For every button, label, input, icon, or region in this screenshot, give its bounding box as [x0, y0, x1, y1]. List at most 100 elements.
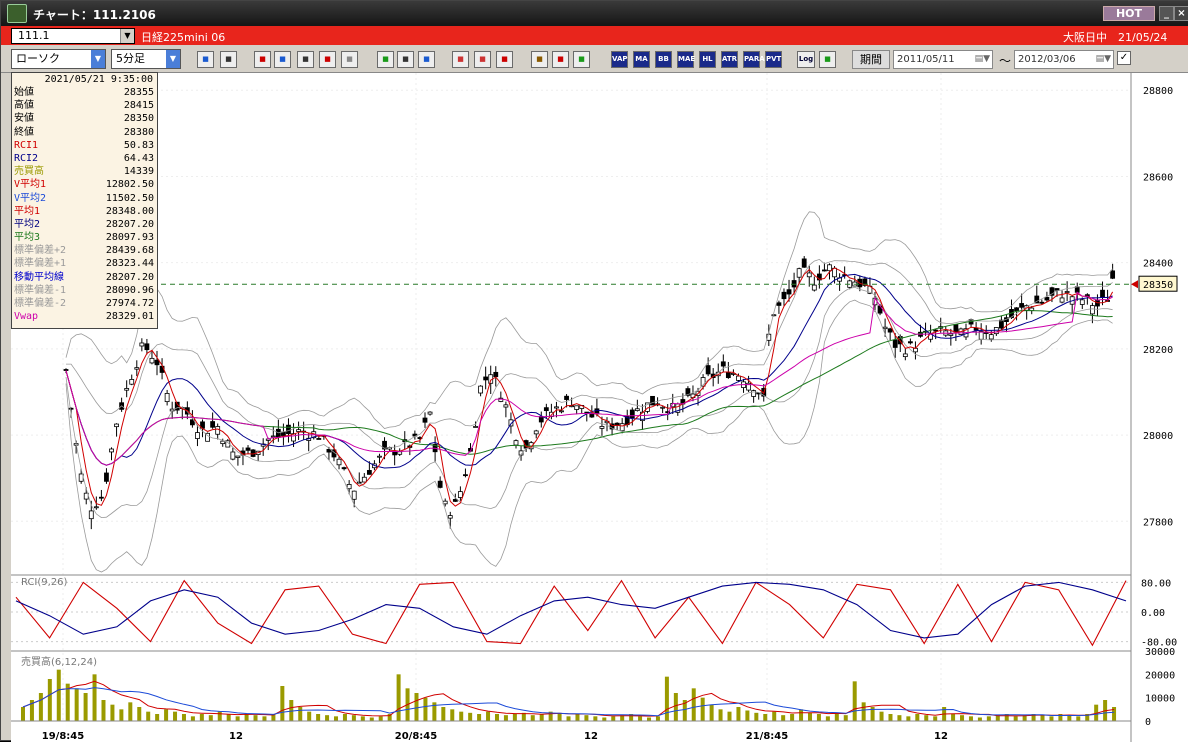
candle-body: [346, 484, 352, 490]
indicator-para-button[interactable]: PARA: [743, 51, 765, 68]
candle-body: [629, 409, 635, 419]
volume-bar: [915, 714, 920, 721]
interval-select[interactable]: 5分足 ▼: [111, 49, 181, 69]
volume-bar: [888, 714, 893, 721]
cursor-icon[interactable]: ■: [397, 51, 414, 68]
apply-checkbox[interactable]: ✓: [1117, 51, 1131, 65]
alert-icon[interactable]: ■: [341, 51, 358, 68]
layout-icon[interactable]: ■: [220, 51, 237, 68]
volume-bar: [700, 697, 705, 721]
search-icon[interactable]: ■: [197, 51, 214, 68]
zoom-icon[interactable]: ■: [274, 51, 291, 68]
settings-icon[interactable]: ■: [531, 51, 548, 68]
title-bar[interactable]: チャート：111.2106 HOT _ ×: [1, 1, 1188, 26]
candle-body: [164, 393, 170, 403]
volume-bar: [235, 716, 240, 721]
pencil-icon[interactable]: ■: [377, 51, 394, 68]
volume-bar: [834, 714, 839, 721]
candle-body: [114, 423, 119, 428]
candle-body: [1090, 305, 1095, 315]
info-value: 28380: [123, 126, 154, 138]
chart-canvas[interactable]: 28800 28600 28400 28200 28000 27800 28350 80.00…: [11, 73, 1188, 742]
all-icon[interactable]: ■: [496, 51, 513, 68]
close-button[interactable]: ×: [1174, 6, 1188, 21]
candle-body: [705, 365, 711, 375]
info-value: 28350: [123, 113, 154, 125]
box2-icon[interactable]: ■: [474, 51, 491, 68]
volume-bar: [190, 716, 195, 721]
volume-bar: [1040, 715, 1045, 721]
info-value: 50.83: [123, 139, 154, 151]
indicator-bb-button[interactable]: BB: [655, 51, 672, 68]
info-label: 標準偏差-1: [14, 284, 67, 296]
volume-bar: [763, 714, 768, 721]
y-tick-label: 0.00: [1141, 608, 1165, 619]
indicator-vap-button[interactable]: VAP: [611, 51, 628, 68]
candle-body: [776, 302, 782, 306]
candle-body: [422, 417, 428, 423]
indicator-ma-button[interactable]: MA: [633, 51, 650, 68]
volume-bar: [620, 715, 625, 721]
info-label: RCI2: [14, 152, 39, 164]
log-scale-button[interactable]: Log: [797, 51, 815, 68]
x-tick-label: 19/8:45: [42, 731, 84, 742]
date-to-field[interactable]: 2012/03/06 ▤▼: [1014, 50, 1114, 69]
candle-body: [609, 423, 615, 430]
volume-bar: [146, 711, 151, 721]
volume-bar: [933, 716, 938, 721]
candle-body: [665, 411, 671, 414]
volume-pane-label: 売買高(6,12,24): [21, 657, 97, 668]
symbol-input[interactable]: 111.1 ▼: [11, 28, 135, 44]
chart-area[interactable]: 28800 28600 28400 28200 28000 27800 28350 80.00…: [11, 73, 1188, 742]
indicator-atr-button[interactable]: ATR: [721, 51, 738, 68]
y-tick-label: 27800: [1143, 517, 1173, 528]
candle-icon[interactable]: ■: [319, 51, 336, 68]
arrow-icon[interactable]: ■: [418, 51, 435, 68]
candle-body: [437, 480, 443, 488]
volume-bar: [441, 707, 446, 721]
calendar-icon[interactable]: ▤▼: [974, 54, 990, 64]
chevron-down-icon[interactable]: ▼: [91, 50, 105, 68]
chevron-down-icon[interactable]: ▼: [166, 50, 180, 68]
calendar-icon[interactable]: ▤▼: [1095, 54, 1111, 64]
volume-bar: [861, 702, 866, 721]
indicator-pvt-button[interactable]: PVT: [765, 51, 782, 68]
volume-bar: [593, 716, 598, 721]
date-from-field[interactable]: 2011/05/11 ▤▼: [893, 50, 993, 69]
period-button[interactable]: 期間: [852, 50, 890, 69]
volume-bar: [101, 700, 106, 721]
chevron-down-icon[interactable]: ▼: [120, 29, 134, 43]
chart-type-select[interactable]: ローソク ▼: [11, 49, 106, 69]
indicator-hl-button[interactable]: HL: [699, 51, 716, 68]
symbol-bar: [1, 26, 1188, 45]
volume-bar: [664, 676, 669, 721]
volume-bar: [807, 712, 812, 721]
wrench-icon[interactable]: ■: [552, 51, 569, 68]
info-label: 標準偏差+1: [14, 258, 67, 270]
info-row: 標準偏差+2 28439.68: [12, 244, 157, 257]
candle-body: [1019, 303, 1025, 308]
volume-bar: [316, 714, 321, 721]
palette-icon[interactable]: ■: [573, 51, 590, 68]
y-tick-label: 0: [1145, 717, 1151, 728]
indicator-mae-button[interactable]: MAE: [677, 51, 695, 68]
box-icon[interactable]: ■: [452, 51, 469, 68]
info-row: V平均2 11502.50: [12, 192, 157, 205]
candle-body: [205, 432, 210, 442]
hot-button[interactable]: HOT: [1103, 6, 1155, 21]
rci-series-line: [15, 581, 1127, 639]
minimize-button[interactable]: _: [1159, 6, 1174, 21]
info-label: 平均3: [14, 232, 41, 244]
candle-body: [361, 476, 367, 483]
date-to-value: 2012/03/06: [1018, 54, 1076, 65]
export-icon[interactable]: ■: [819, 51, 836, 68]
info-label: 移動平均線: [14, 271, 64, 283]
download-icon[interactable]: ■: [254, 51, 271, 68]
info-label: V平均2: [14, 192, 47, 204]
y-tick-label: 28600: [1143, 172, 1173, 183]
volume-bar: [1004, 714, 1009, 721]
bar-icon[interactable]: ■: [297, 51, 314, 68]
volume-bar: [968, 716, 973, 721]
y-tick-label: 28200: [1143, 345, 1173, 356]
volume-bar: [870, 707, 875, 721]
